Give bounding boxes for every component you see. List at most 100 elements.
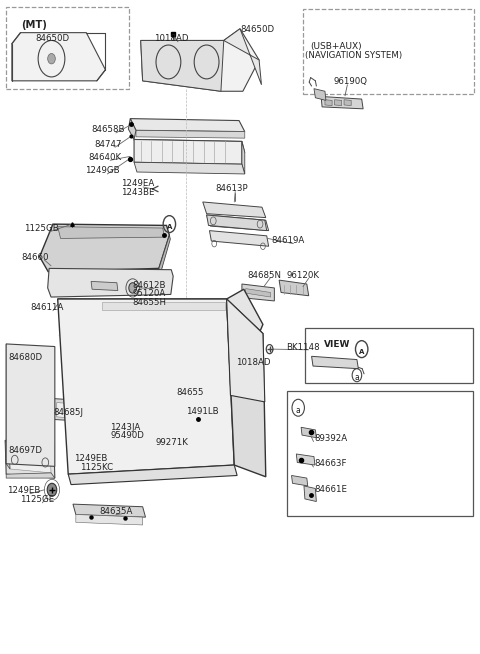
Polygon shape — [54, 399, 97, 422]
Text: 84658B: 84658B — [91, 125, 125, 134]
Polygon shape — [344, 99, 351, 105]
Bar — [303, 9, 474, 94]
Circle shape — [48, 54, 55, 64]
Text: 1018AD: 1018AD — [236, 358, 271, 368]
Polygon shape — [39, 224, 169, 271]
Polygon shape — [134, 162, 245, 174]
Text: 1125KC: 1125KC — [80, 463, 113, 472]
Polygon shape — [242, 284, 275, 301]
Text: 1125GB: 1125GB — [24, 224, 59, 233]
Polygon shape — [304, 486, 316, 502]
Polygon shape — [314, 89, 326, 100]
Polygon shape — [68, 465, 237, 485]
Text: 1249EB: 1249EB — [7, 486, 40, 495]
Polygon shape — [73, 504, 145, 517]
Text: 84747: 84747 — [94, 139, 121, 148]
Polygon shape — [321, 97, 363, 109]
Bar — [305, 328, 473, 383]
Bar — [6, 7, 129, 89]
Polygon shape — [145, 438, 175, 449]
Text: (USB+AUX): (USB+AUX) — [311, 42, 362, 51]
Polygon shape — [206, 215, 269, 231]
Polygon shape — [102, 302, 225, 310]
Polygon shape — [246, 288, 271, 297]
Text: 84655H: 84655H — [132, 298, 166, 307]
Text: 84697D: 84697D — [8, 446, 42, 455]
Circle shape — [47, 483, 57, 496]
Polygon shape — [227, 299, 265, 402]
Polygon shape — [91, 281, 118, 290]
Polygon shape — [76, 515, 143, 525]
Text: 84655: 84655 — [176, 388, 204, 398]
Polygon shape — [279, 280, 309, 296]
Circle shape — [129, 283, 136, 293]
Polygon shape — [296, 454, 315, 465]
Text: 96190Q: 96190Q — [334, 77, 368, 86]
Text: 84650D: 84650D — [36, 34, 70, 43]
Text: 84635A: 84635A — [99, 507, 132, 516]
Polygon shape — [128, 118, 136, 139]
Polygon shape — [6, 344, 55, 466]
Polygon shape — [6, 344, 10, 458]
Text: 84685J: 84685J — [53, 408, 83, 417]
Polygon shape — [159, 235, 170, 272]
Text: VIEW: VIEW — [324, 340, 350, 349]
Text: 1491LB: 1491LB — [186, 407, 218, 416]
Text: a: a — [296, 406, 300, 415]
Text: 89392A: 89392A — [314, 434, 348, 443]
Polygon shape — [142, 434, 179, 452]
Polygon shape — [312, 356, 359, 369]
Polygon shape — [242, 141, 245, 174]
Polygon shape — [209, 231, 269, 247]
Text: 96120K: 96120K — [286, 271, 319, 280]
Text: 1249GB: 1249GB — [85, 166, 120, 175]
Polygon shape — [48, 268, 173, 297]
Text: 1243BE: 1243BE — [120, 188, 154, 197]
Text: BK1148: BK1148 — [286, 343, 320, 352]
Polygon shape — [58, 289, 263, 335]
Polygon shape — [325, 99, 332, 105]
Polygon shape — [206, 215, 267, 231]
Text: (NAVIGATION SYSTEM): (NAVIGATION SYSTEM) — [305, 51, 402, 60]
Polygon shape — [112, 424, 136, 445]
Polygon shape — [6, 458, 55, 466]
Polygon shape — [136, 130, 245, 138]
Polygon shape — [335, 99, 342, 105]
Text: 1249EA: 1249EA — [120, 179, 154, 188]
Polygon shape — [5, 440, 10, 469]
Polygon shape — [108, 421, 140, 449]
Text: 1125GE: 1125GE — [20, 495, 54, 504]
Text: 84650D: 84650D — [240, 25, 274, 34]
Text: a: a — [355, 373, 360, 383]
Text: 1018AD: 1018AD — [154, 34, 189, 43]
Text: A: A — [167, 224, 172, 230]
Text: 84619A: 84619A — [271, 236, 304, 245]
Polygon shape — [5, 440, 55, 478]
Polygon shape — [141, 41, 224, 92]
Polygon shape — [224, 29, 262, 85]
Polygon shape — [185, 406, 211, 430]
Polygon shape — [203, 202, 266, 218]
Text: 99271K: 99271K — [155, 438, 188, 447]
Text: 84613P: 84613P — [215, 184, 248, 193]
Text: 84640K: 84640K — [88, 152, 121, 162]
Text: A: A — [359, 349, 364, 354]
Text: 95490D: 95490D — [110, 431, 144, 440]
Text: 84611A: 84611A — [30, 303, 63, 312]
Polygon shape — [162, 387, 186, 413]
Bar — [287, 391, 473, 516]
Text: 84663F: 84663F — [314, 459, 347, 468]
Polygon shape — [12, 33, 106, 81]
Polygon shape — [141, 29, 259, 92]
Polygon shape — [9, 445, 51, 473]
Text: 84660: 84660 — [22, 253, 49, 262]
Text: 84661E: 84661E — [314, 485, 348, 494]
Polygon shape — [291, 475, 308, 486]
Text: 84680D: 84680D — [8, 353, 42, 362]
Polygon shape — [58, 227, 165, 239]
Polygon shape — [134, 139, 242, 164]
Polygon shape — [163, 410, 188, 431]
Polygon shape — [301, 427, 316, 438]
Text: 95120A: 95120A — [132, 289, 166, 298]
Text: (MT): (MT) — [22, 20, 48, 30]
